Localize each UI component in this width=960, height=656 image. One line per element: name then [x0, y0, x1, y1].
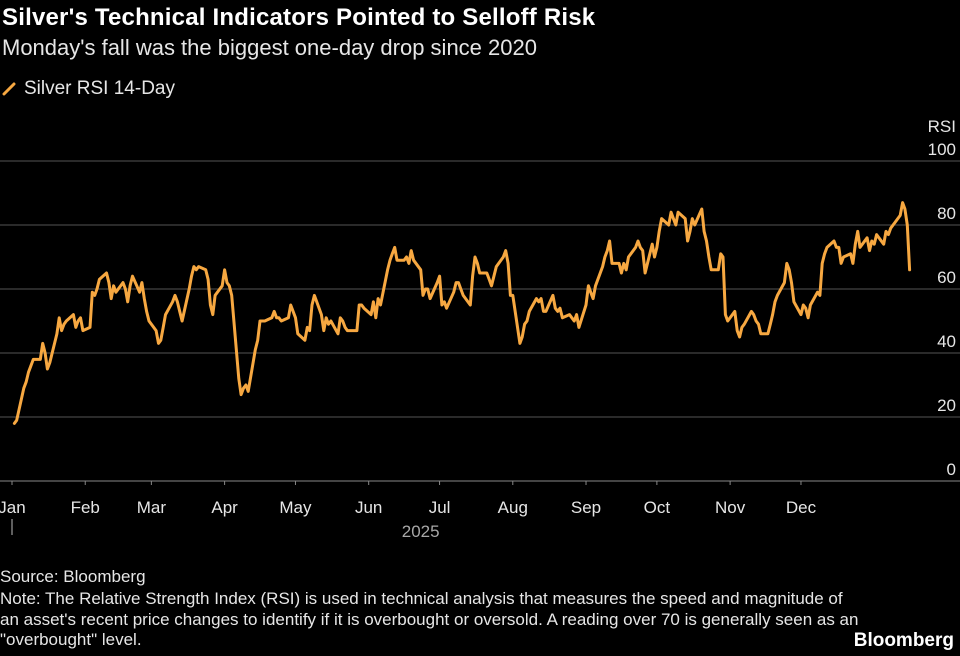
x-tick-label-feb: Feb: [71, 498, 100, 517]
source-text: Source: Bloomberg: [0, 567, 146, 586]
y-tick-label-100: 100: [928, 140, 956, 159]
x-axis-year-label: 2025: [402, 522, 440, 541]
x-tick-label-nov: Nov: [715, 498, 746, 517]
x-tick-label-sep: Sep: [571, 498, 601, 517]
legend-label: Silver RSI 14-Day: [24, 78, 175, 99]
rsi-line-chart: 0 20 40 60 80 100 RSI Jan Feb Mar Apr May Jun Jul Aug S…: [0, 117, 960, 541]
x-tick-label-dec: Dec: [786, 498, 817, 517]
bloomberg-logo: Bloomberg: [853, 630, 954, 651]
chart-subtitle: Monday's fall was the biggest one-day dr…: [2, 35, 537, 60]
chart-title: Silver's Technical Indicators Pointed to…: [2, 4, 596, 31]
x-tick-label-jun: Jun: [355, 498, 382, 517]
y-axis-label: RSI: [928, 117, 956, 136]
note-text: Note: The Relative Strength Index (RSI) …: [0, 589, 859, 649]
y-tick-label-20: 20: [937, 396, 956, 415]
y-tick-label-40: 40: [937, 332, 956, 351]
x-tick-label-jul: Jul: [429, 498, 451, 517]
series-line-silver-rsi: [12, 201, 912, 425]
x-tick-label-jan: Jan: [0, 498, 26, 517]
legend: Silver RSI 14-Day: [2, 78, 175, 100]
y-tick-label-0: 0: [947, 460, 956, 479]
y-tick-label-60: 60: [937, 268, 956, 287]
x-tick-label-oct: Oct: [644, 498, 671, 517]
x-tick-label-mar: Mar: [137, 498, 167, 517]
x-tick-label-may: May: [279, 498, 312, 517]
legend-swatch-icon: [2, 82, 16, 96]
x-tick-label-aug: Aug: [498, 498, 528, 517]
x-tick-label-apr: Apr: [211, 498, 238, 517]
y-tick-label-80: 80: [937, 204, 956, 223]
